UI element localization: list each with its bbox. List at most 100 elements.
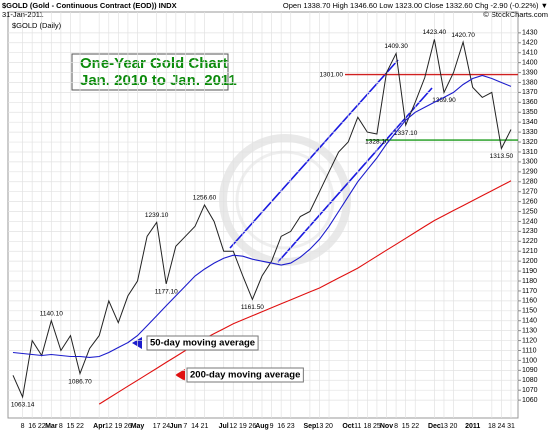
- x-tick-label: Sep: [303, 423, 316, 430]
- x-tick-label: 31: [507, 423, 515, 430]
- y-tick-label: 1150: [522, 308, 537, 315]
- y-tick-label: 1060: [522, 397, 538, 404]
- legend-arrow: [175, 369, 185, 381]
- legend-box: [146, 335, 259, 351]
- x-tick-label: Jul: [219, 423, 229, 430]
- legend-entry: 50-day moving average: [150, 338, 255, 349]
- x-tick-label: 8: [394, 423, 398, 430]
- x-tick-label: 24: [162, 423, 170, 430]
- x-tick-label: May: [131, 423, 145, 430]
- x-tick-label: Nov: [380, 423, 393, 430]
- y-tick-label: 1370: [522, 89, 538, 96]
- y-tick-label: 1380: [522, 79, 538, 86]
- x-tick-label: Dec: [428, 423, 441, 430]
- x-tick-label: 23: [287, 423, 295, 430]
- y-tick-label: 1210: [522, 248, 538, 255]
- header-title: $GOLD (Gold - Continuous Contract (EOD))…: [2, 1, 177, 10]
- x-tick-label: 19: [114, 423, 122, 430]
- y-tick-label: 1220: [522, 238, 538, 245]
- x-tick-label: 18: [488, 423, 496, 430]
- x-tick-label: 13: [440, 423, 448, 430]
- x-tick-label: 18: [363, 423, 371, 430]
- y-tick-label: 1420: [522, 40, 538, 47]
- value-label: 1313.50: [490, 153, 514, 160]
- x-tick-label: 20: [325, 423, 333, 430]
- value-label: 1177.10: [155, 289, 178, 296]
- y-tick-label: 1250: [522, 208, 538, 215]
- y-tick-label: 1240: [522, 218, 538, 225]
- y-tick-label: 1350: [522, 109, 538, 116]
- x-tick-label: 8: [59, 423, 63, 430]
- y-tick-label: 1360: [522, 99, 538, 106]
- value-label: 1086.70: [68, 378, 92, 385]
- y-tick-label: 1290: [522, 169, 538, 176]
- credit: © StockCharts.com: [483, 10, 548, 19]
- y-tick-label: 1200: [522, 258, 538, 265]
- value-label: 1161.50: [241, 304, 264, 311]
- x-tick-label: 15: [402, 423, 410, 430]
- x-tick-label: 20: [450, 423, 458, 430]
- y-tick-label: 1330: [522, 129, 538, 136]
- value-label: 1409.30: [384, 43, 408, 50]
- trend-channel: [277, 87, 433, 263]
- x-tick-label: 8: [21, 423, 25, 430]
- y-tick-label: 1110: [522, 347, 537, 354]
- value-label: 1328.10: [365, 139, 389, 146]
- x-tick-label: 2011: [465, 423, 480, 430]
- x-tick-label: 26: [124, 423, 132, 430]
- x-tick-label: Jun: [170, 423, 182, 430]
- price-line: [12, 39, 512, 399]
- x-tick-label: 21: [201, 423, 209, 430]
- value-label: 1369.90: [432, 97, 456, 104]
- x-tick-label: 11: [354, 423, 361, 430]
- x-tick-label: 16: [277, 423, 285, 430]
- value-label: 1337.10: [394, 130, 418, 137]
- x-tick-label: Aug: [255, 423, 269, 430]
- y-tick-label: 1180: [522, 278, 537, 285]
- y-tick-label: 1230: [522, 228, 538, 235]
- x-tick-label: Mar: [45, 423, 58, 430]
- y-tick-label: 1100: [522, 357, 537, 364]
- x-tick-label: 15: [67, 423, 75, 430]
- x-tick-label: Apr: [93, 423, 105, 430]
- y-tick-label: 1090: [522, 367, 538, 374]
- x-tick-label: 19: [239, 423, 247, 430]
- y-tick-label: 1070: [522, 387, 538, 394]
- y-tick-label: 1310: [522, 149, 538, 156]
- x-tick-label: 7: [183, 423, 187, 430]
- x-tick-label: 13: [316, 423, 324, 430]
- legend-entry: 200-day moving average: [190, 370, 300, 381]
- y-tick-label: 1390: [522, 69, 538, 76]
- value-label: 1239.10: [145, 212, 169, 219]
- x-tick-label: Oct: [342, 423, 354, 430]
- value-label: 1256.60: [193, 195, 217, 202]
- moving-average: [12, 74, 512, 358]
- x-tick-label: 25: [373, 423, 381, 430]
- chart-subtitle: Jan. 2010 to Jan. 2011: [80, 72, 237, 89]
- y-tick-label: 1430: [522, 30, 538, 37]
- chart-title: One-Year Gold Chart: [80, 55, 228, 72]
- y-tick-label: 1410: [522, 50, 538, 57]
- x-tick-label: 22: [76, 423, 84, 430]
- level-label: 1301.00: [320, 71, 344, 78]
- moving-average: [98, 180, 512, 405]
- header-quote: Open 1338.70 High 1346.60 Low 1323.00 Cl…: [283, 1, 548, 10]
- x-tick-label: 12: [229, 423, 237, 430]
- x-tick-label: 12: [105, 423, 113, 430]
- y-tick-label: 1130: [522, 327, 537, 334]
- legend-arrow: [132, 337, 142, 349]
- y-tick-label: 1120: [522, 337, 537, 344]
- trend-channel: [229, 59, 399, 249]
- x-tick-label: 16: [28, 423, 36, 430]
- y-tick-label: 1400: [522, 59, 538, 66]
- y-tick-label: 1160: [522, 298, 537, 305]
- x-tick-label: 14: [191, 423, 199, 430]
- x-tick-label: 9: [270, 423, 274, 430]
- y-tick-label: 1140: [522, 318, 537, 325]
- legend-entry: $GOLD (Daily): [12, 21, 62, 30]
- title-box: [71, 53, 229, 91]
- x-tick-label: 17: [153, 423, 161, 430]
- y-tick-label: 1300: [522, 159, 538, 166]
- y-tick-label: 1280: [522, 179, 538, 186]
